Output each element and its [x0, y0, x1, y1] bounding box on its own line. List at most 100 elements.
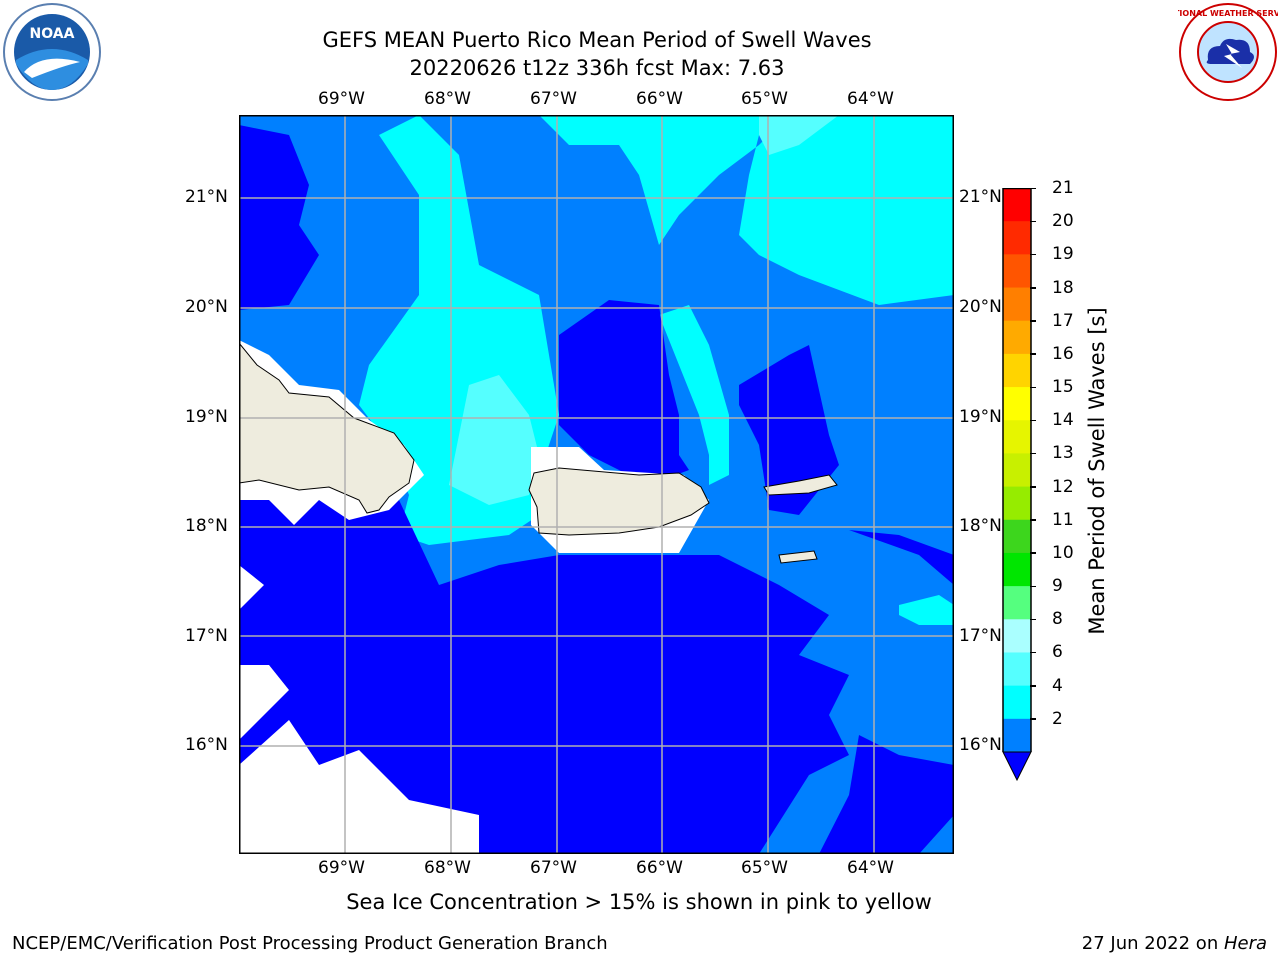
- hispaniola-land: [238, 341, 415, 514]
- colorbar-tick: [1030, 685, 1036, 687]
- colorbar-tick-label: 2: [1052, 708, 1063, 729]
- colorbar-segment: [1003, 519, 1031, 554]
- map-title-line-1: GEFS MEAN Puerto Rico Mean Period of Swe…: [322, 28, 872, 52]
- colorbar-tick-label: 9: [1052, 576, 1063, 597]
- lon-label-top-67w: 67°W: [530, 89, 577, 109]
- colorbar-segment: [1003, 353, 1031, 388]
- lat-label-left-18n: 18°N: [185, 516, 228, 536]
- colorbar-extend-arrow: [1002, 751, 1032, 782]
- sw-landmask: [239, 665, 289, 740]
- colorbar-segment: [1003, 718, 1031, 753]
- virgin-islands-north: [763, 474, 838, 496]
- colorbar-tick-label: 15: [1052, 377, 1074, 398]
- colorbar-segment: [1003, 652, 1031, 687]
- colorbar-segment: [1003, 420, 1031, 454]
- colorbar-tick: [1030, 452, 1036, 455]
- lat-label-right-18n: 18°N: [959, 516, 1002, 536]
- lon-label-top-66w: 66°W: [636, 89, 683, 109]
- lon-label-bottom-69w: 69°W: [318, 858, 365, 878]
- colorbar-segment: [1003, 188, 1031, 222]
- lon-label-bottom-64w: 64°W: [847, 858, 894, 878]
- sea-ice-note: Sea Ice Concentration > 15% is shown in …: [346, 890, 932, 914]
- lon-label-top-64w: 64°W: [847, 89, 894, 109]
- footer-right: 27 Jun 2022 on Hera: [1082, 933, 1267, 954]
- colorbar-tick: [1030, 718, 1036, 720]
- colorbar-tick-label: 10: [1052, 542, 1074, 563]
- colorbar-tick-label: 6: [1052, 642, 1063, 663]
- lon-label-bottom-67w: 67°W: [530, 858, 577, 878]
- colorbar-tick: [1030, 287, 1036, 289]
- colorbar-tick: [1030, 585, 1036, 588]
- colorbar-label: Mean Period of Swell Waves [s]: [1085, 307, 1109, 635]
- map-panel: [238, 115, 954, 854]
- colorbar-tick: [1030, 618, 1036, 621]
- colorbar-border: [1002, 187, 1032, 752]
- contour-under-2-se2: [819, 735, 954, 854]
- colorbar-tick-label: 11: [1052, 509, 1074, 530]
- colorbar: [1002, 187, 1036, 788]
- contour-6-8-north: [759, 115, 839, 155]
- colorbar-segment: [1003, 486, 1031, 521]
- lat-label-right-17n: 17°N: [959, 626, 1002, 646]
- colorbar-segment: [1003, 552, 1031, 587]
- colorbar-tick: [1030, 187, 1036, 189]
- lat-label-right-21n: 21°N: [959, 187, 1002, 207]
- colorbar-tick-label: 12: [1052, 476, 1074, 497]
- colorbar-segment: [1003, 287, 1031, 322]
- lat-label-left-21n: 21°N: [185, 187, 228, 207]
- footer-left: NCEP/EMC/Verification Post Processing Pr…: [12, 933, 608, 954]
- colorbar-tick: [1030, 353, 1036, 355]
- noaa-logo: NOAA: [2, 2, 102, 102]
- contour-4-6-north: [349, 115, 954, 305]
- svg-text:NATIONAL WEATHER SERVICE: NATIONAL WEATHER SERVICE: [1178, 9, 1278, 18]
- puerto-rico-land: [528, 467, 710, 536]
- colorbar-segment: [1003, 685, 1031, 720]
- map-title-line-2: 20220626 t12z 336h fcst Max: 7.63: [409, 56, 785, 80]
- colorbar-tick-label: 4: [1052, 675, 1063, 696]
- lon-label-top-65w: 65°W: [741, 89, 788, 109]
- lat-label-left-20n: 20°N: [185, 297, 228, 317]
- colorbar-tick: [1030, 253, 1036, 256]
- lat-label-right-16n: 16°N: [959, 735, 1002, 755]
- lat-label-right-19n: 19°N: [959, 407, 1002, 427]
- colorbar-tick-label: 19: [1052, 244, 1074, 265]
- contour-under-2-central: [559, 300, 689, 485]
- colorbar-tick: [1030, 651, 1036, 654]
- lat-label-left-19n: 19°N: [185, 407, 228, 427]
- nws-logo: NATIONAL WEATHER SERVICE: [1162, 2, 1280, 102]
- colorbar-segment: [1003, 387, 1031, 421]
- colorbar-tick-label: 8: [1052, 609, 1063, 630]
- footer-date: 27 Jun 2022 on: [1081, 933, 1224, 954]
- contour-4-6-southeast: [899, 595, 954, 625]
- colorbar-tick: [1030, 552, 1036, 554]
- contour-6-8-core: [449, 375, 539, 505]
- lon-label-bottom-68w: 68°W: [424, 858, 471, 878]
- lat-label-left-16n: 16°N: [185, 735, 228, 755]
- colorbar-tick-label: 14: [1052, 410, 1074, 431]
- colorbar-tick: [1030, 320, 1036, 322]
- colorbar-tick-label: 16: [1052, 343, 1074, 364]
- colorbar-tick: [1030, 386, 1036, 389]
- west-notch: [239, 565, 264, 610]
- colorbar-segment: [1003, 254, 1031, 289]
- colorbar-tick: [1030, 486, 1036, 488]
- gridlines: [239, 115, 954, 854]
- contour-4-6-east: [659, 305, 729, 485]
- colorbar-tick-label: 20: [1052, 211, 1074, 232]
- colorbar-ticks: 21 20 19 18 17 16 15 14 13 12 11 10 9 8 6 4 2: [1030, 178, 1090, 788]
- contour-under-2-nw: [239, 125, 319, 310]
- colorbar-segment: [1003, 453, 1031, 488]
- lat-label-right-20n: 20°N: [959, 297, 1002, 317]
- lon-label-top-69w: 69°W: [318, 89, 365, 109]
- colorbar-segment: [1003, 221, 1031, 255]
- virgin-islands-st-croix: [778, 550, 818, 564]
- colorbar-tick: [1030, 220, 1036, 223]
- colorbar-tick-label: 13: [1052, 443, 1074, 464]
- lat-label-left-17n: 17°N: [185, 626, 228, 646]
- colorbar-segment: [1003, 320, 1031, 355]
- contour-under-2-east: [739, 345, 839, 515]
- lon-label-bottom-65w: 65°W: [741, 858, 788, 878]
- colorbar-tick-label: 17: [1052, 310, 1074, 331]
- contour-under-2-south: [239, 500, 849, 854]
- colorbar-segment: [1003, 586, 1031, 620]
